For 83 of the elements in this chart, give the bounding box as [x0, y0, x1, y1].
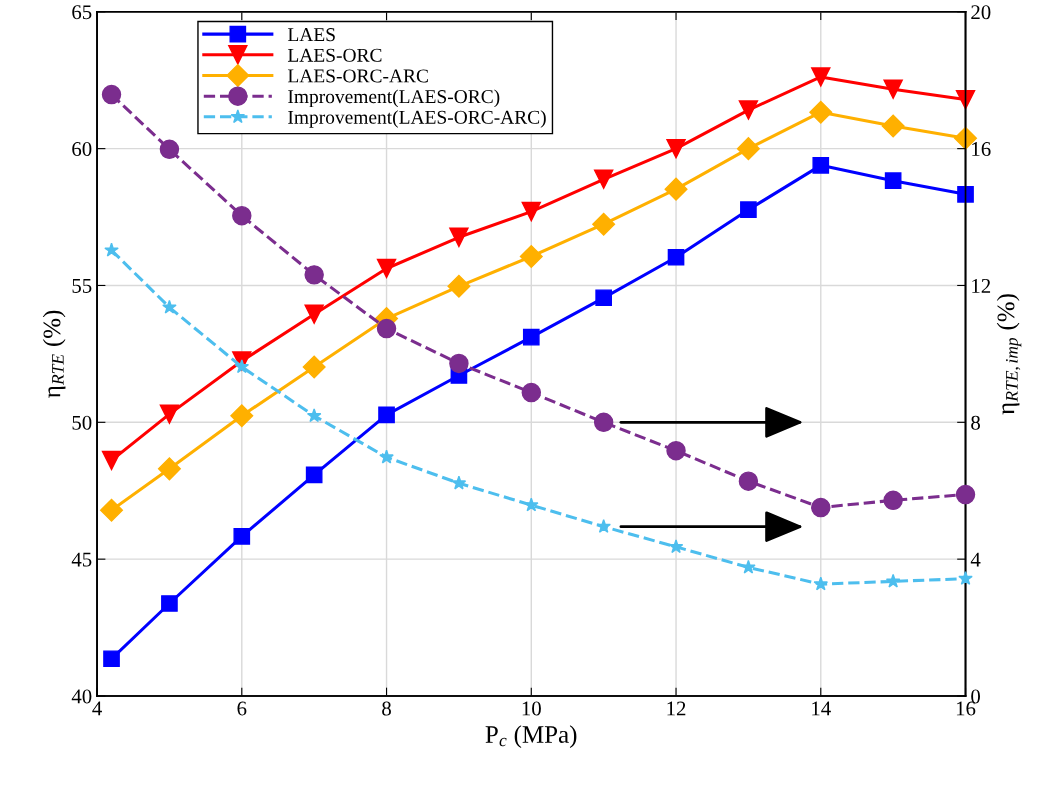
point: [379, 449, 394, 464]
point: [596, 519, 611, 533]
point: [376, 258, 397, 279]
point: [812, 156, 830, 174]
x-tick-label: 4: [92, 701, 102, 716]
point: [103, 650, 120, 668]
point: [521, 382, 542, 403]
point: [593, 169, 614, 190]
x-tick-label: 8: [382, 701, 391, 716]
y-tick-label: 50: [72, 415, 92, 430]
point: [738, 471, 759, 491]
point: [233, 528, 251, 545]
point: [885, 573, 901, 588]
point: [522, 328, 540, 346]
y-tick-label: 45: [71, 552, 92, 567]
point: [161, 595, 178, 612]
point: [449, 227, 469, 248]
point: [809, 100, 833, 124]
point: [101, 450, 122, 471]
point: [159, 404, 180, 424]
point: [957, 186, 974, 203]
point: [811, 67, 831, 87]
point: [593, 412, 614, 433]
point: [667, 248, 685, 266]
y-tick-label: 60: [72, 142, 92, 157]
point: [884, 172, 902, 189]
x-tick-label: 12: [667, 701, 686, 716]
point: [451, 475, 467, 490]
point: [595, 289, 612, 307]
y2-axis-title: η$_{RTE,imp}$ (%): [996, 294, 1022, 415]
x-axis-title: P$_{c}$ (MPa): [485, 725, 577, 748]
point: [447, 274, 471, 298]
point: [159, 139, 180, 160]
point: [304, 304, 324, 324]
point: [162, 299, 177, 314]
x-tick-label: 6: [237, 701, 247, 716]
y2-tick-label: 12: [972, 278, 991, 293]
point: [736, 137, 760, 161]
point: [302, 355, 326, 379]
y-tick-label: 40: [71, 689, 92, 704]
point: [304, 265, 324, 285]
y-tick-label: 65: [72, 5, 92, 20]
point: [741, 559, 756, 574]
point: [881, 114, 905, 138]
x-tick-label: 10: [522, 701, 541, 716]
y-tick-label: 55: [72, 279, 92, 293]
point: [738, 100, 759, 120]
point: [100, 498, 124, 522]
point: [378, 406, 395, 424]
point: [449, 353, 469, 374]
y-axis-title: η$_{RTE}$ (%): [42, 310, 66, 398]
point: [306, 408, 322, 423]
point: [813, 576, 829, 591]
point: [666, 440, 686, 461]
point: [232, 205, 252, 226]
point: [521, 201, 542, 222]
point: [955, 484, 976, 505]
y2-tick-label: 20: [971, 5, 991, 20]
point: [668, 539, 684, 554]
legend-label: Improvement(LAES-ORC-ARC): [288, 110, 546, 128]
point: [883, 79, 903, 99]
legend-label: LAES-ORC-ARC: [287, 69, 428, 83]
y2-tick-label: 4: [970, 552, 981, 567]
point: [592, 212, 616, 236]
y2-tick-label: 16: [972, 142, 991, 157]
point: [305, 466, 323, 484]
point: [230, 404, 254, 428]
point: [101, 84, 122, 105]
point: [666, 138, 686, 159]
legend-label: LAES-ORC: [287, 48, 382, 62]
x-tick-label: 14: [812, 701, 831, 716]
legend-label: LAES: [287, 28, 335, 42]
point: [519, 244, 543, 268]
point: [883, 490, 903, 511]
point: [811, 497, 831, 518]
y2-tick-label: 8: [971, 415, 981, 430]
point: [157, 457, 181, 481]
point: [376, 318, 397, 339]
legend-label: Improvement(LAES-ORC): [288, 89, 500, 108]
point: [740, 201, 757, 218]
point: [958, 571, 973, 585]
point: [104, 242, 119, 257]
point: [664, 177, 688, 201]
